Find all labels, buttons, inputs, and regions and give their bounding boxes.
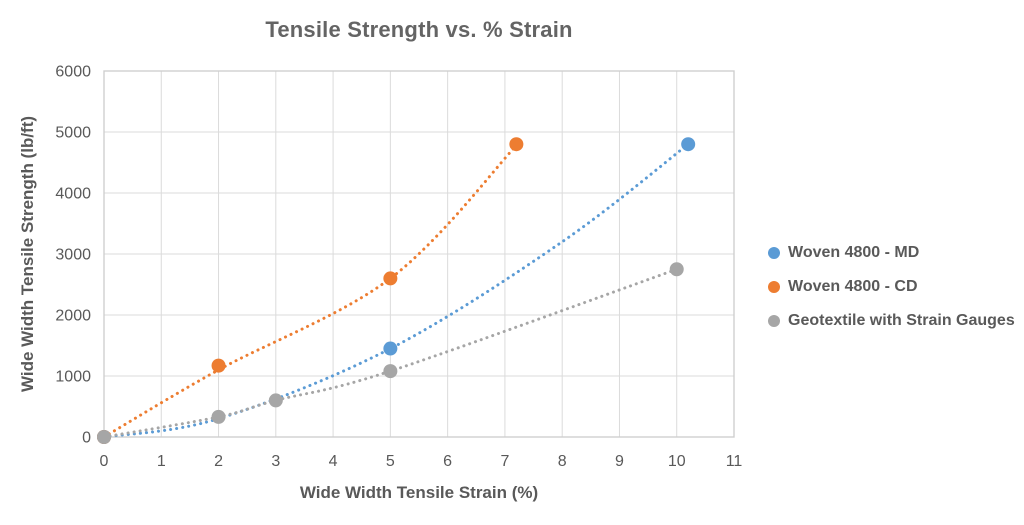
legend-label: Geotextile with Strain Gauges: [788, 312, 1015, 329]
x-tick-label: 0: [100, 453, 109, 470]
data-point-series-0: [383, 341, 398, 356]
data-point-series-2: [669, 262, 684, 277]
legend-label: Woven 4800 - CD: [788, 278, 918, 295]
x-tick-label: 10: [668, 453, 686, 470]
trendline-series-2: [102, 267, 679, 439]
x-tick-label: 4: [329, 453, 338, 470]
legend-item-geotextile: Geotextile with Strain Gauges: [768, 304, 1015, 338]
x-tick-label: 9: [615, 453, 624, 470]
legend-marker-icon: [768, 281, 780, 293]
y-tick-label: 4000: [55, 186, 91, 203]
data-point-series-2: [383, 364, 398, 379]
data-point-series-1: [509, 137, 524, 152]
x-tick-label: 1: [157, 453, 166, 470]
trendline-series-0: [102, 142, 690, 439]
data-point-series-2: [211, 409, 226, 424]
data-point-series-1: [383, 271, 398, 286]
x-tick-label: 8: [558, 453, 567, 470]
x-axis-title: Wide Width Tensile Strain (%): [299, 483, 539, 502]
data-point-series-2: [268, 393, 283, 408]
legend-label: Woven 4800 - MD: [788, 244, 920, 261]
legend-marker-icon: [768, 315, 780, 327]
x-tick-label: 2: [214, 453, 223, 470]
x-tick-label: 3: [271, 453, 280, 470]
x-tick-label: 11: [726, 453, 743, 470]
data-point-series-2: [97, 430, 111, 444]
legend-item-woven-cd: Woven 4800 - CD: [768, 270, 1015, 304]
y-tick-label: 2000: [55, 308, 91, 325]
y-tick-label: 3000: [55, 247, 91, 264]
y-tick-label: 6000: [55, 64, 91, 81]
data-point-series-0: [681, 137, 696, 152]
chart-title: Tensile Strength vs. % Strain: [265, 17, 573, 42]
chart-legend: Woven 4800 - MD Woven 4800 - CD Geotexti…: [768, 236, 1015, 338]
data-point-series-1: [211, 358, 226, 373]
legend-item-woven-md: Woven 4800 - MD: [768, 236, 1015, 270]
trendline-series-1: [102, 143, 518, 439]
y-tick-label: 0: [82, 430, 91, 447]
x-tick-label: 5: [386, 453, 395, 470]
x-tick-label: 7: [500, 453, 509, 470]
x-tick-label: 6: [443, 453, 452, 470]
plot-border: [103, 70, 735, 438]
legend-marker-icon: [768, 247, 780, 259]
y-axis-title: Wide Width Tensile Strength (lb/ft): [18, 115, 37, 393]
y-tick-label: 1000: [55, 369, 91, 386]
y-tick-label: 5000: [55, 125, 91, 142]
